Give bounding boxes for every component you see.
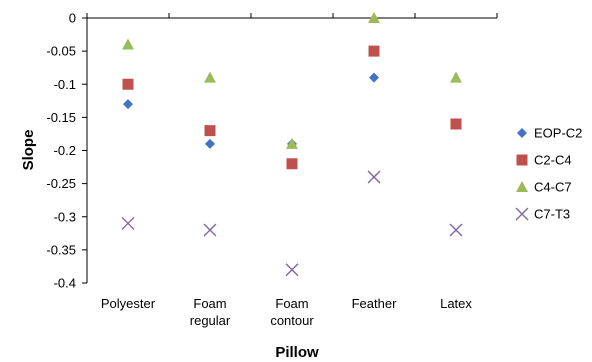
y-tick-label: -0.1 xyxy=(54,77,76,92)
legend-marker-c2-c4 xyxy=(516,154,528,166)
legend-label: C7-T3 xyxy=(534,207,570,222)
point-c7-t3 xyxy=(285,263,299,277)
point-c7-t3 xyxy=(449,223,463,237)
legend-marker-eop-c2 xyxy=(517,128,527,138)
y-axis-ticks: 0 -0.05 -0.1 -0.15 -0.2 -0.25 -0.3 -0.35 -0.4 xyxy=(46,11,87,291)
x-axis-title: Pillow xyxy=(275,344,319,361)
point-eop-c2 xyxy=(369,72,379,83)
point-eop-c2 xyxy=(123,99,133,110)
x-marker-stroke xyxy=(449,223,463,237)
x-tick-label: Polyester xyxy=(101,296,156,311)
point-c7-t3 xyxy=(367,170,381,184)
x-tick-label: Feather xyxy=(352,296,397,311)
x-axis-ticks: Polyester Foam regular Foam contour Feather La… xyxy=(86,13,498,328)
y-tick-label: -0.2 xyxy=(54,143,76,158)
point-c2-c4 xyxy=(450,118,462,130)
chart-axes xyxy=(86,17,497,283)
x-marker-stroke xyxy=(515,207,529,221)
x-marker-stroke xyxy=(203,223,217,237)
point-c2-c4 xyxy=(286,158,298,170)
y-axis-title: Slope xyxy=(20,130,37,171)
y-tick-label: -0.35 xyxy=(46,242,76,257)
point-c7-t3 xyxy=(203,223,217,237)
point-c2-c4 xyxy=(368,45,380,57)
x-tick-label: Foam regular xyxy=(190,296,231,328)
y-tick-label: -0.15 xyxy=(46,110,76,125)
legend-label: EOP-C2 xyxy=(534,126,582,141)
legend: EOP-C2 C2-C4 C4-C7 C7-T3 xyxy=(515,126,582,222)
y-tick-label: -0.05 xyxy=(46,44,76,59)
x-tick-label: Latex xyxy=(440,296,472,311)
point-c4-c7 xyxy=(450,71,462,83)
point-eop-c2 xyxy=(205,138,215,149)
x-marker-stroke xyxy=(285,263,299,277)
x-tick-label: Foam contour xyxy=(270,296,314,328)
point-c4-c7 xyxy=(122,38,134,50)
y-tick-label: -0.3 xyxy=(54,209,76,224)
y-tick-label: -0.4 xyxy=(54,276,76,291)
point-c2-c4 xyxy=(204,125,216,137)
x-marker-stroke xyxy=(121,216,135,230)
y-tick-label: -0.25 xyxy=(46,176,76,191)
point-c4-c7 xyxy=(368,12,380,23)
point-c4-c7 xyxy=(286,137,298,149)
point-c7-t3 xyxy=(121,216,135,230)
point-c4-c7 xyxy=(204,71,216,83)
legend-marker-c4-c7 xyxy=(516,181,528,192)
x-marker-stroke xyxy=(367,170,381,184)
legend-label: C4-C7 xyxy=(534,180,572,195)
legend-marker-c7-t3 xyxy=(515,207,529,221)
data-points xyxy=(121,12,463,277)
y-tick-label: 0 xyxy=(69,11,76,26)
point-c2-c4 xyxy=(122,78,134,90)
legend-label: C2-C4 xyxy=(534,153,572,168)
